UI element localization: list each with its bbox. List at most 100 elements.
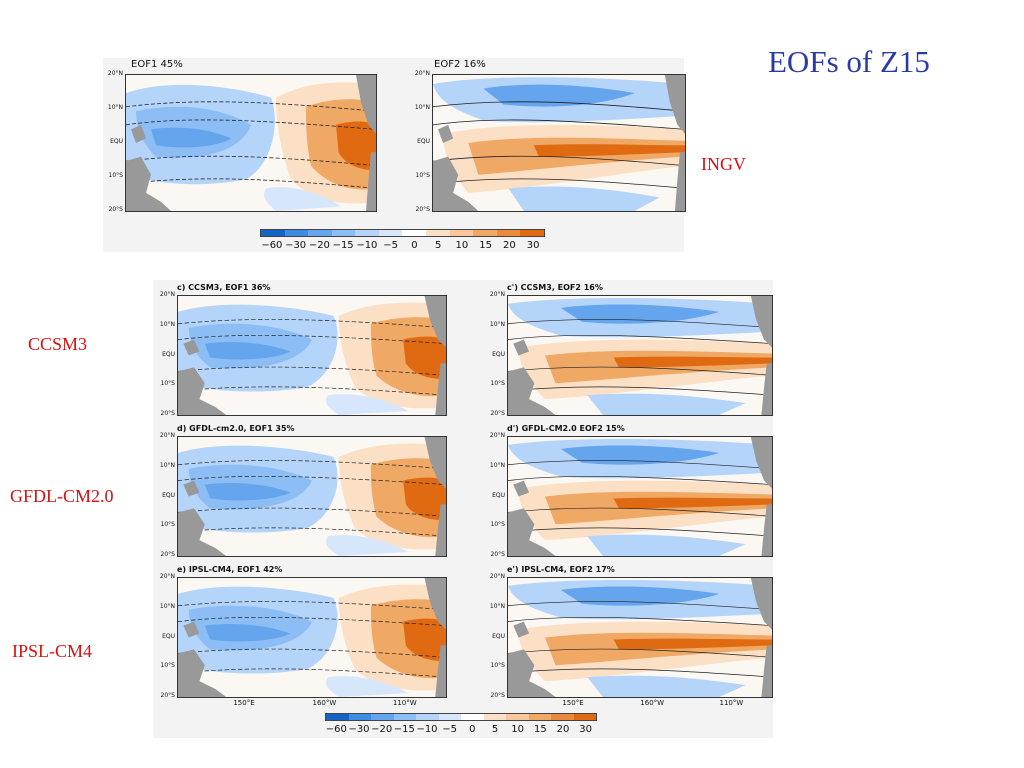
colorbar-swatch (449, 230, 474, 236)
map-field (507, 295, 773, 416)
lat-tick: 20°N (489, 291, 505, 298)
colorbar-swatch (461, 714, 484, 720)
lat-tick: 20°S (160, 692, 175, 699)
map-field (177, 577, 447, 698)
lat-tick: 20°N (414, 70, 430, 77)
colorbar-tick: −30 (348, 724, 370, 735)
colorbar-swatches (325, 713, 597, 721)
lat-tick: 10°N (107, 104, 123, 111)
colorbar-swatch (520, 230, 544, 236)
label-ccsm3: CCSM3 (28, 334, 88, 354)
lat-tick: 10°N (159, 602, 175, 610)
colorbar-swatch (378, 230, 403, 236)
colorbar-tick: −15 (332, 240, 354, 251)
map-title: EOF2 16% (434, 59, 486, 70)
colorbar-swatch (355, 230, 379, 236)
anomaly-field (126, 75, 376, 211)
map-gfdl-eof2: d') GFDL-CM2.0 EOF2 15% 20°N 10°N EQU 10°S 20… (483, 421, 773, 559)
map-field (125, 74, 377, 212)
colorbar-swatch (551, 714, 574, 720)
lat-tick: 20°S (415, 206, 430, 213)
map-title: c) CCSM3, EOF1 36% (177, 283, 271, 292)
colorbar-swatch (426, 230, 450, 236)
colorbar-swatch (348, 714, 371, 720)
lat-tick: 10°S (160, 521, 175, 529)
colorbar-tick: 5 (434, 240, 442, 251)
lon-tick: 160°W (312, 699, 337, 707)
colorbar-swatch (528, 714, 551, 720)
map-title: d') GFDL-CM2.0 EOF2 15% (507, 424, 625, 433)
anomaly-field (178, 296, 446, 415)
map-field (507, 436, 773, 557)
lat-tick: EQU (492, 632, 505, 640)
lat-tick: 20°N (489, 573, 505, 580)
map-gfdl-eof1: d) GFDL-cm2.0, EOF1 35% 20°N 10°N EQU 10°S 20… (153, 421, 453, 559)
models-figure: c) CCSM3, EOF1 36% 20°N 10°N EQU 10°S 20°S c'… (153, 280, 773, 738)
anomaly-field (508, 437, 772, 556)
colorbar-swatch (371, 714, 394, 720)
map-title: e) IPSL-CM4, EOF1 42% (177, 565, 283, 574)
map-field (177, 295, 447, 416)
lat-tick: 10°S (490, 521, 505, 529)
lon-tick: 150°E (562, 699, 584, 707)
lat-tick: 10°S (108, 172, 123, 179)
colorbar-tick: 30 (526, 240, 540, 251)
colorbar-tick: −10 (356, 240, 378, 251)
lat-tick: 20°S (108, 206, 123, 213)
lat-tick: EQU (162, 632, 175, 640)
colorbar-tick: 5 (491, 724, 499, 735)
colorbar-swatch (402, 230, 427, 236)
slide-title: EOFs of Z15 (768, 44, 930, 79)
colorbar-swatch (573, 714, 596, 720)
lat-tick: 10°S (160, 662, 175, 670)
colorbar-tick: −20 (371, 724, 393, 735)
map-ccsm3-eof2: c') CCSM3, EOF2 16% 20°N 10°N EQU 10°S 20°S (483, 280, 773, 418)
lat-tick: 20°S (490, 692, 505, 699)
colorbar-tick: 10 (511, 724, 525, 735)
colorbar-tick: 20 (556, 724, 570, 735)
lon-tick: 150°E (233, 699, 255, 707)
colorbar-models: −60 −30 −20 −15 −10 −5 0 5 10 15 20 30 (325, 713, 597, 737)
colorbar-tick: 20 (503, 240, 516, 251)
map-title: d) GFDL-cm2.0, EOF1 35% (177, 424, 295, 433)
label-ipsl: IPSL-CM4 (12, 641, 93, 661)
colorbar-tick: −5 (442, 724, 458, 735)
lat-tick: 20°S (160, 551, 175, 558)
label-ingv: INGV (701, 154, 746, 174)
ingv-figure: EOF1 45% 20°N 10°N EQU 10°S 20°S EOF2 16% 20°N… (103, 58, 686, 252)
lat-tick: 20°N (107, 70, 123, 77)
lon-tick: 110°W (719, 699, 744, 707)
colorbar-swatch (261, 230, 285, 236)
lat-tick: 10°N (159, 320, 175, 328)
colorbar-tick: 0 (469, 724, 476, 735)
colorbar-swatch (284, 230, 309, 236)
lat-tick: 10°S (490, 380, 505, 388)
lat-tick: 10°N (414, 104, 430, 111)
colorbar-swatch (438, 714, 461, 720)
colorbar-tick: 15 (533, 724, 547, 735)
colorbar-tick: −15 (393, 724, 415, 735)
colorbar-swatch (308, 230, 332, 236)
lon-tick: 160°W (640, 699, 665, 707)
map-ipsl-eof1: e) IPSL-CM4, EOF1 42% 20°N 10°N EQU 10°S 20°S… (153, 562, 453, 712)
lat-tick: EQU (492, 491, 505, 499)
colorbar-tick: −60 (325, 724, 347, 735)
colorbar-swatch (496, 230, 521, 236)
lat-tick: 20°S (490, 551, 505, 558)
map-field (507, 577, 773, 698)
colorbar-tick: 30 (579, 724, 593, 735)
map-title: c') CCSM3, EOF2 16% (507, 283, 603, 292)
lat-tick: EQU (110, 138, 123, 145)
lat-tick: EQU (162, 350, 175, 358)
colorbar-swatch (473, 230, 497, 236)
label-gfdl: GFDL-CM2.0 (10, 486, 114, 506)
map-field (432, 74, 686, 212)
anomaly-field (178, 437, 446, 556)
map-title: EOF1 45% (131, 59, 183, 70)
colorbar-swatch (331, 230, 356, 236)
map-field (177, 436, 447, 557)
colorbar-swatches (260, 229, 545, 237)
map-ipsl-eof2: e') IPSL-CM4, EOF2 17% 20°N 10°N EQU 10°S 20°… (483, 562, 773, 712)
lat-tick: EQU (417, 138, 430, 145)
anomaly-field (433, 75, 685, 211)
